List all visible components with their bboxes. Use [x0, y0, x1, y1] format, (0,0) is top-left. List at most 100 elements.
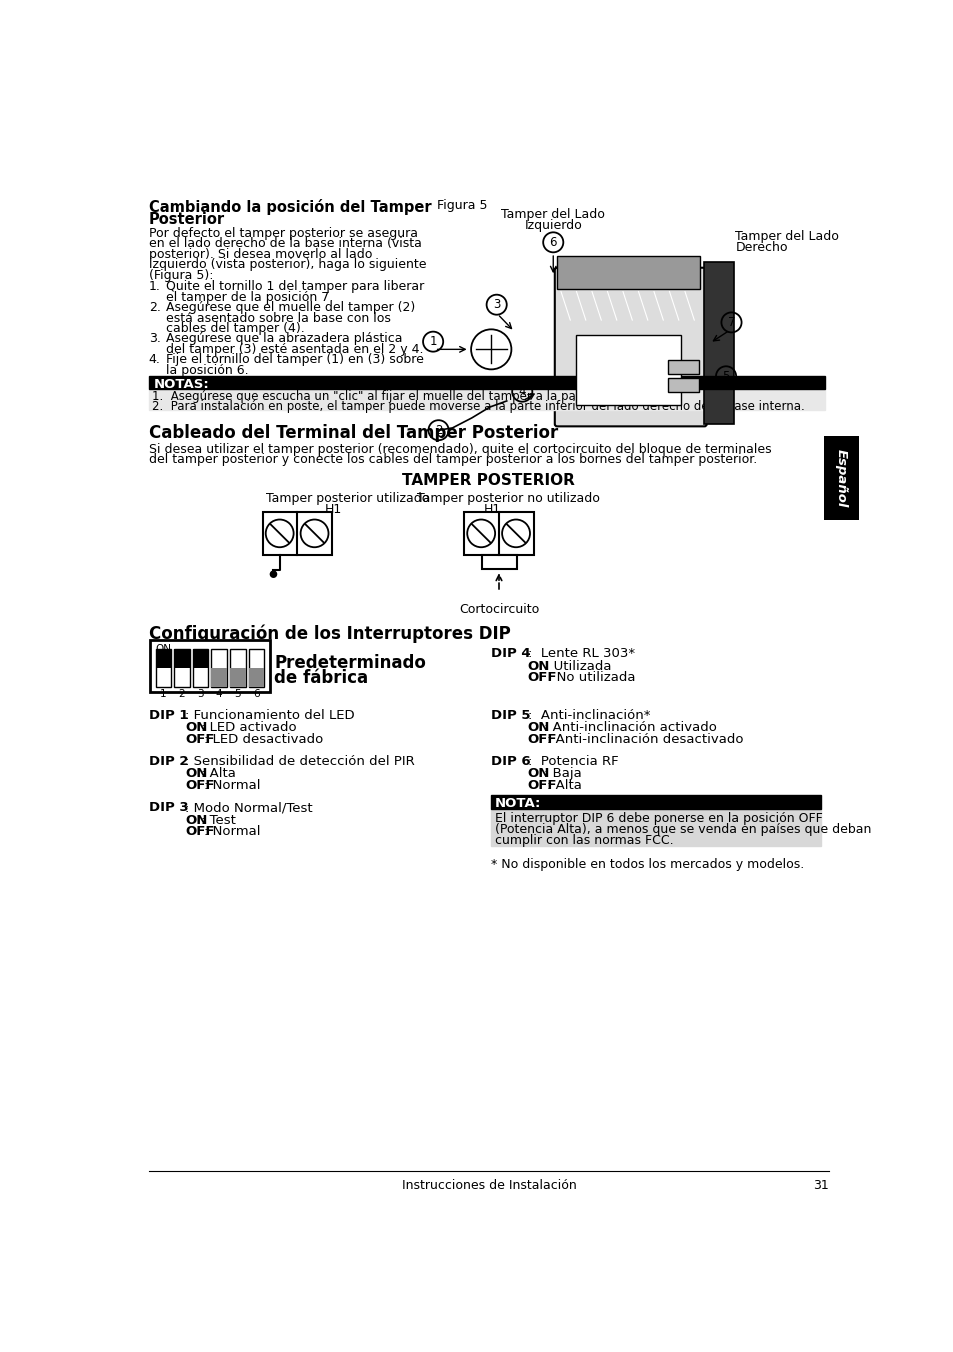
- Text: : Anti-inclinación desactivado: : Anti-inclinación desactivado: [546, 733, 742, 746]
- Bar: [464, 512, 534, 554]
- Text: 2: 2: [178, 690, 185, 699]
- Text: 3: 3: [493, 299, 499, 311]
- Text: izquierdo (vista posterior), haga lo siguiente: izquierdo (vista posterior), haga lo sig…: [149, 258, 426, 272]
- Text: 5: 5: [721, 370, 729, 383]
- Text: H1: H1: [324, 503, 341, 515]
- Text: cumplir con las normas FCC.: cumplir con las normas FCC.: [495, 834, 673, 846]
- Text: 2: 2: [435, 423, 442, 437]
- FancyBboxPatch shape: [555, 268, 706, 426]
- Text: * No disponible en todos los mercados y modelos.: * No disponible en todos los mercados y …: [491, 859, 803, 871]
- Text: :  Lente RL 303*: : Lente RL 303*: [527, 648, 634, 660]
- Bar: [491, 795, 820, 808]
- Text: Predeterminado: Predeterminado: [274, 653, 426, 672]
- Text: OFF: OFF: [185, 825, 214, 838]
- Bar: [667, 377, 699, 392]
- Bar: [150, 639, 270, 692]
- Text: : Funcionamiento del LED: : Funcionamiento del LED: [185, 708, 355, 722]
- Text: Cortocircuito: Cortocircuito: [458, 603, 538, 615]
- Text: : Test: : Test: [201, 814, 236, 826]
- Bar: [249, 649, 264, 687]
- Text: 1.: 1.: [149, 280, 160, 293]
- Text: Si desea utilizar el tamper posterior (recomendado), quite el cortocircuito del : Si desea utilizar el tamper posterior (r…: [149, 442, 771, 456]
- Text: Quite el tornillo 1 del tamper para liberar: Quite el tornillo 1 del tamper para libe…: [166, 280, 423, 293]
- Text: el tamper de la posición 7.: el tamper de la posición 7.: [166, 291, 333, 304]
- Text: El interruptor DIP 6 debe ponerse en la posición OFF: El interruptor DIP 6 debe ponerse en la …: [495, 813, 822, 825]
- Text: 6: 6: [549, 235, 557, 249]
- Text: : Normal: : Normal: [204, 825, 261, 838]
- Text: Por defecto el tamper posterior se asegura: Por defecto el tamper posterior se asegu…: [149, 227, 417, 239]
- Text: (Potencia Alta), a menos que se venda en países que deban: (Potencia Alta), a menos que se venda en…: [495, 823, 871, 836]
- Bar: [491, 808, 820, 846]
- Bar: [174, 649, 190, 668]
- Text: DIP 3: DIP 3: [149, 802, 188, 814]
- Text: DIP 6: DIP 6: [491, 756, 530, 768]
- Bar: [230, 668, 245, 687]
- Text: 31: 31: [813, 1179, 828, 1191]
- Text: cables del tamper (4).: cables del tamper (4).: [166, 322, 304, 335]
- Text: Cambiando la posición del Tamper: Cambiando la posición del Tamper: [149, 199, 431, 215]
- Text: 1: 1: [429, 335, 436, 349]
- Text: ON: ON: [185, 721, 208, 734]
- Text: 6: 6: [253, 690, 259, 699]
- Text: : Normal: : Normal: [204, 779, 261, 792]
- Text: : Baja: : Baja: [543, 768, 581, 780]
- Text: : No utilizada: : No utilizada: [547, 671, 635, 684]
- Text: Asegúrese que el muelle del tamper (2): Asegúrese que el muelle del tamper (2): [166, 301, 415, 314]
- Text: Tamper posterior no utilizado: Tamper posterior no utilizado: [416, 492, 599, 504]
- Text: Fije el tornillo del tamper (1) en (3) sobre: Fije el tornillo del tamper (1) en (3) s…: [166, 353, 423, 366]
- Text: : Anti-inclinación activado: : Anti-inclinación activado: [543, 721, 716, 734]
- Text: del tamper posterior y conecte los cables del tamper posterior a los bornes del : del tamper posterior y conecte los cable…: [149, 453, 756, 466]
- Bar: [667, 360, 699, 375]
- Bar: [703, 262, 733, 425]
- Text: ON: ON: [185, 768, 208, 780]
- Text: 7: 7: [727, 316, 735, 329]
- Text: Configuración de los Interruptores DIP: Configuración de los Interruptores DIP: [149, 625, 510, 642]
- Text: H1: H1: [483, 503, 500, 515]
- Text: 4.: 4.: [149, 353, 160, 366]
- Text: DIP 1: DIP 1: [149, 708, 188, 722]
- Text: está asentado sobre la base con los: está asentado sobre la base con los: [166, 311, 390, 324]
- Text: 1.  Asegúrese que escucha un "clic" al fijar el muelle del tamper a la pared.: 1. Asegúrese que escucha un "clic" al fi…: [152, 391, 598, 403]
- Text: en el lado derecho de la base interna (vista: en el lado derecho de la base interna (v…: [149, 238, 421, 250]
- Text: 3: 3: [197, 690, 204, 699]
- Text: : LED activado: : LED activado: [201, 721, 296, 734]
- Text: NOTA:: NOTA:: [495, 796, 541, 810]
- Text: :  Potencia RF: : Potencia RF: [527, 756, 618, 768]
- Text: ON: ON: [527, 721, 550, 734]
- Text: Derecho: Derecho: [735, 241, 787, 254]
- Text: Tamper posterior utilizado: Tamper posterior utilizado: [266, 492, 429, 504]
- Circle shape: [270, 571, 276, 577]
- Text: : Alta: : Alta: [546, 779, 581, 792]
- Text: TAMPER POSTERIOR: TAMPER POSTERIOR: [402, 473, 575, 488]
- Text: DIP 5: DIP 5: [491, 708, 530, 722]
- Text: OFF: OFF: [185, 779, 214, 792]
- Bar: [262, 512, 332, 554]
- Bar: [174, 649, 190, 687]
- Bar: [249, 668, 264, 687]
- Bar: [149, 376, 823, 388]
- Text: ON: ON: [527, 660, 550, 673]
- Text: del tamper (3) esté asentada en el 2 y 4.: del tamper (3) esté asentada en el 2 y 4…: [166, 343, 423, 356]
- Text: OFF: OFF: [527, 671, 557, 684]
- Text: (Figura 5):: (Figura 5):: [149, 269, 213, 281]
- Text: Posterior: Posterior: [149, 211, 225, 227]
- Text: DIP 2: DIP 2: [149, 756, 188, 768]
- Text: 4: 4: [518, 385, 525, 399]
- Text: : Alta: : Alta: [201, 768, 236, 780]
- Text: OFF: OFF: [185, 733, 214, 746]
- Text: Instrucciones de Instalación: Instrucciones de Instalación: [401, 1179, 576, 1191]
- Text: :  Anti-inclinación*: : Anti-inclinación*: [527, 708, 650, 722]
- Text: 5: 5: [234, 690, 241, 699]
- Text: Izquierdo: Izquierdo: [524, 219, 581, 233]
- Text: 2.: 2.: [149, 301, 160, 314]
- Bar: [481, 554, 517, 569]
- Text: : Utilizada: : Utilizada: [544, 660, 611, 673]
- Bar: [193, 649, 208, 668]
- Text: Asegúrese que la abrazadera plástica: Asegúrese que la abrazadera plástica: [166, 333, 402, 345]
- Text: 3.: 3.: [149, 333, 160, 345]
- Bar: [149, 388, 823, 410]
- Bar: [230, 649, 245, 687]
- Bar: [155, 649, 171, 668]
- Text: Tamper del Lado: Tamper del Lado: [500, 208, 604, 222]
- Text: OFF: OFF: [527, 733, 557, 746]
